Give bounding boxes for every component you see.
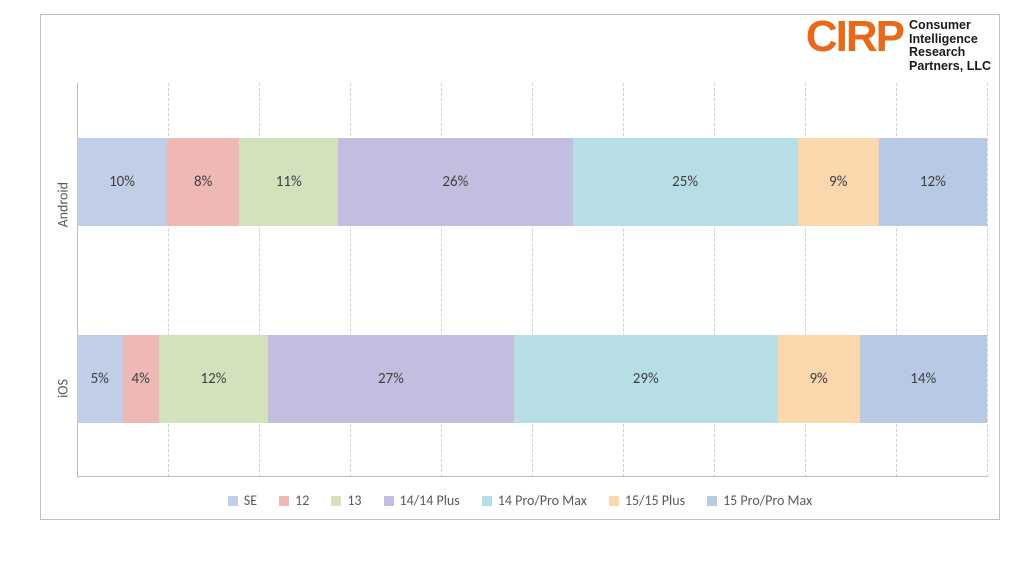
legend-item: SE	[228, 492, 257, 509]
legend: SE 12 13 14/14 Plus 14 Pro/Pro Max 15/15 Plus…	[41, 492, 999, 509]
category-label: Android	[55, 182, 72, 227]
bar-segment: 14%	[860, 335, 987, 423]
bar-segment: 10%	[77, 138, 167, 226]
legend-swatch	[482, 496, 492, 506]
cirp-logo: CIRP Consumer Intelligence Research Part…	[806, 19, 991, 73]
legend-item: 12	[279, 492, 309, 509]
legend-item: 14 Pro/Pro Max	[482, 492, 587, 509]
legend-swatch	[707, 496, 717, 506]
bars-wrap: Android10%8%11%26%25%9%12% iOS5%4%12%27%2…	[77, 83, 987, 477]
legend-label: 14 Pro/Pro Max	[498, 492, 587, 509]
legend-item: 13	[331, 492, 361, 509]
chart-frame: CIRP Consumer Intelligence Research Part…	[40, 14, 1000, 520]
legend-swatch	[279, 496, 289, 506]
bar-segment: 9%	[778, 335, 860, 423]
logo-text: Consumer Intelligence Research Partners,…	[909, 19, 991, 73]
plot-area: Android10%8%11%26%25%9%12% iOS5%4%12%27%2…	[77, 83, 987, 477]
bar-segment: 27%	[268, 335, 514, 423]
bar-segment: 5%	[77, 335, 123, 423]
legend-swatch	[609, 496, 619, 506]
legend-item: 15 Pro/Pro Max	[707, 492, 812, 509]
gridline	[987, 83, 988, 477]
category-label: iOS	[55, 379, 72, 398]
legend-label: 15/15 Plus	[625, 492, 685, 509]
bar-group: iOS5%4%12%27%29%9%14%	[77, 335, 987, 423]
logo-line-3: Research	[909, 46, 991, 60]
legend-label: 14/14 Plus	[400, 492, 460, 509]
bar-segment: 8%	[167, 138, 239, 226]
legend-swatch	[228, 496, 238, 506]
bar-segment: 9%	[798, 138, 879, 226]
legend-label: 12	[295, 492, 309, 509]
legend-label: 13	[347, 492, 361, 509]
bar-group: Android10%8%11%26%25%9%12%	[77, 138, 987, 226]
bar-segment: 26%	[338, 138, 572, 226]
logo-line-2: Intelligence	[909, 33, 991, 47]
bar-segment: 4%	[123, 335, 159, 423]
legend-item: 15/15 Plus	[609, 492, 685, 509]
bar-segment: 12%	[159, 335, 268, 423]
legend-label: SE	[244, 492, 257, 509]
legend-swatch	[331, 496, 341, 506]
logo-line-4: Partners, LLC	[909, 60, 991, 74]
legend-label: 15 Pro/Pro Max	[723, 492, 812, 509]
bar-segment: 25%	[573, 138, 798, 226]
bar-segment: 29%	[514, 335, 778, 423]
logo-line-1: Consumer	[909, 19, 991, 33]
legend-item: 14/14 Plus	[384, 492, 460, 509]
bar-segment: 12%	[879, 138, 987, 226]
bar-segment: 11%	[239, 138, 338, 226]
logo-mark: CIRP	[806, 19, 903, 55]
legend-swatch	[384, 496, 394, 506]
